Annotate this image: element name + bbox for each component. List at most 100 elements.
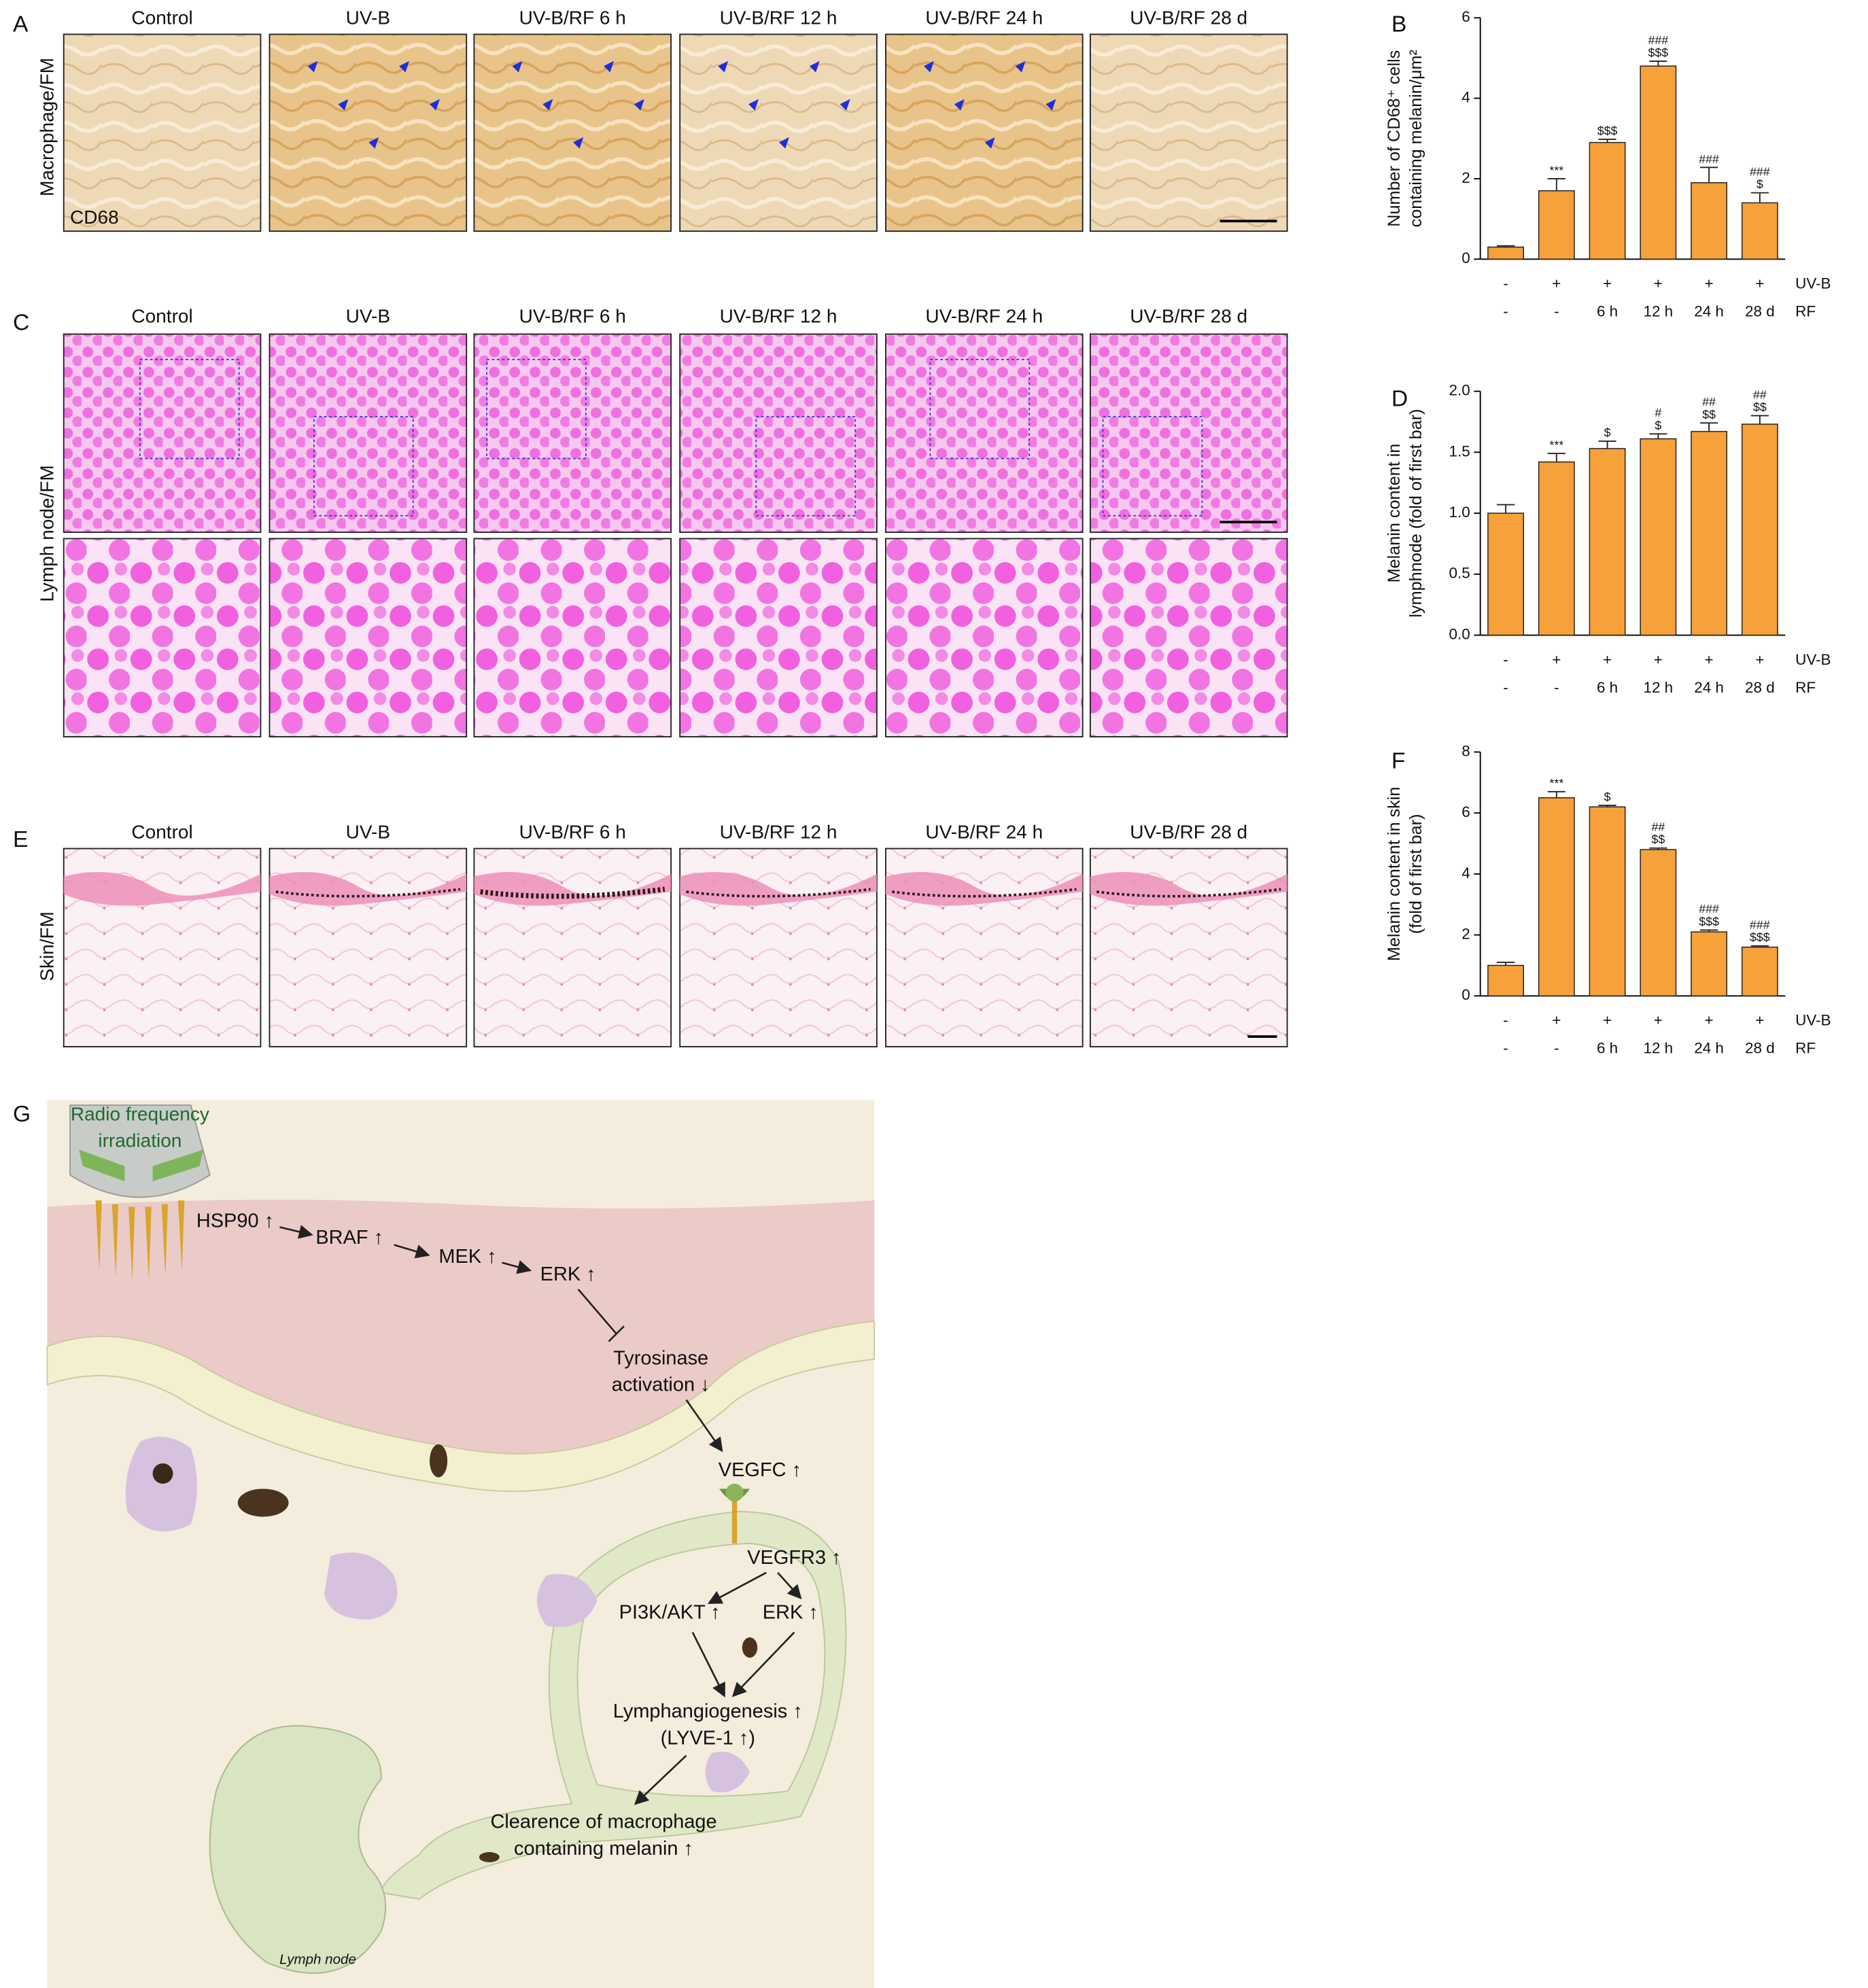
error-bar <box>1496 504 1515 514</box>
arrowhead <box>430 99 440 111</box>
column-title: UV-B <box>346 306 390 327</box>
column-title: UV-B/RF 24 h <box>925 306 1043 327</box>
row-name: UV-B <box>1795 275 1831 292</box>
arrowhead <box>954 99 965 111</box>
error-bar <box>1700 422 1718 432</box>
arrowhead <box>1015 60 1026 73</box>
bar <box>1589 806 1626 997</box>
y-tick-label: 4 <box>1461 88 1470 105</box>
category-label: - <box>1554 303 1559 320</box>
arrowhead <box>718 60 729 73</box>
micrograph <box>269 333 468 534</box>
significance-label: $$$ <box>1750 930 1770 944</box>
bar <box>1487 512 1524 636</box>
error-bar <box>1598 138 1616 143</box>
significance-label: ## <box>1753 387 1767 401</box>
micrograph <box>1089 538 1288 737</box>
micrograph <box>269 538 468 737</box>
y-tick-label: 2.0 <box>1449 382 1470 399</box>
error-bar <box>1547 790 1566 798</box>
y-tick-label: 8 <box>1461 742 1470 759</box>
bar <box>1640 849 1677 997</box>
significance-label: ## <box>1702 395 1716 408</box>
category-label: 24 h <box>1694 679 1724 696</box>
error-bar <box>1750 945 1769 947</box>
pathway-node: VEGFR3 ↑ <box>747 1547 841 1569</box>
significance-label: $ <box>1604 426 1611 440</box>
device-label: Radio frequency <box>71 1103 209 1124</box>
y-axis-label: (fold of first bar) <box>1406 814 1425 935</box>
zoom-box <box>313 416 414 517</box>
micrograph <box>679 538 878 737</box>
row-label: Lymph node/FM <box>37 465 58 601</box>
zoom-box <box>139 358 240 459</box>
bar <box>1640 438 1677 636</box>
error-bar <box>1547 453 1566 462</box>
arrowhead <box>748 99 759 111</box>
arrowhead <box>338 99 349 111</box>
significance-label: ### <box>1648 33 1669 47</box>
column-title: UV-B/RF 12 h <box>720 821 837 842</box>
category-label: 6 h <box>1597 303 1618 320</box>
y-tick-label: 6 <box>1461 8 1470 25</box>
y-axis-label: containing melanin/μm² <box>1406 50 1425 227</box>
pathway-node: ERK ↑ <box>763 1601 818 1623</box>
arrowhead <box>573 137 584 149</box>
panel-letter: D <box>1391 387 1408 412</box>
bar <box>1691 931 1728 997</box>
row-label: Macrophage/FM <box>37 58 58 196</box>
panel-letter: F <box>1391 748 1406 773</box>
micrograph <box>885 538 1084 737</box>
category-label: + <box>1654 651 1663 668</box>
column-title: UV-B/RF 12 h <box>720 7 837 28</box>
category-label: + <box>1755 1012 1764 1029</box>
column-title: UV-B/RF 24 h <box>925 7 1043 28</box>
arrowhead <box>307 60 318 73</box>
category-label: + <box>1705 651 1714 668</box>
category-label: - <box>1503 303 1508 320</box>
category-label: 6 h <box>1597 1040 1618 1057</box>
zoom-box <box>929 358 1031 459</box>
error-bar <box>1649 60 1667 67</box>
bar <box>1691 431 1728 636</box>
pathway-node: Lymph node <box>279 1951 356 1967</box>
significance-label: $ <box>1655 419 1661 432</box>
epidermis <box>63 871 261 906</box>
pathway-node: BRAF ↑ <box>315 1227 383 1249</box>
category-label: 12 h <box>1644 303 1674 320</box>
pathway-node: activation ↓ <box>612 1374 710 1396</box>
pathway-node: (LYVE-1 ↑) <box>661 1727 755 1749</box>
category-label: 12 h <box>1644 679 1674 696</box>
category-label: - <box>1503 651 1508 668</box>
error-bar <box>1598 805 1616 807</box>
error-bar <box>1649 847 1667 850</box>
significance-label: $$ <box>1753 400 1767 414</box>
category-label: + <box>1603 275 1612 292</box>
arrowhead <box>368 137 379 149</box>
melanin-layer <box>275 888 461 898</box>
device-label: irradiation <box>98 1130 181 1151</box>
panel-letter: B <box>1391 12 1406 37</box>
y-axis-label: lymphnode (fold of first bar) <box>1406 409 1425 618</box>
significance-label: $$$ <box>1648 46 1669 60</box>
category-label: + <box>1705 275 1714 292</box>
category-label: 28 d <box>1745 1040 1775 1057</box>
column-title: UV-B/RF 28 d <box>1130 306 1247 327</box>
bar <box>1487 246 1524 260</box>
significance-label: # <box>1655 406 1661 419</box>
y-tick-label: 6 <box>1461 803 1470 820</box>
significance-label: $$$ <box>1597 124 1618 137</box>
category-label: - <box>1503 1012 1508 1029</box>
row-name: RF <box>1795 303 1816 320</box>
category-label: 24 h <box>1694 303 1724 320</box>
micrograph <box>269 33 468 232</box>
micrograph <box>1089 333 1288 534</box>
y-tick-label: 2 <box>1461 926 1470 943</box>
category-label: + <box>1552 275 1561 292</box>
category-label: - <box>1554 679 1559 696</box>
column-title: UV-B/RF 6 h <box>519 7 626 28</box>
bar <box>1741 946 1778 997</box>
column-title: UV-B/RF 6 h <box>519 306 626 327</box>
category-label: 24 h <box>1694 1040 1724 1057</box>
